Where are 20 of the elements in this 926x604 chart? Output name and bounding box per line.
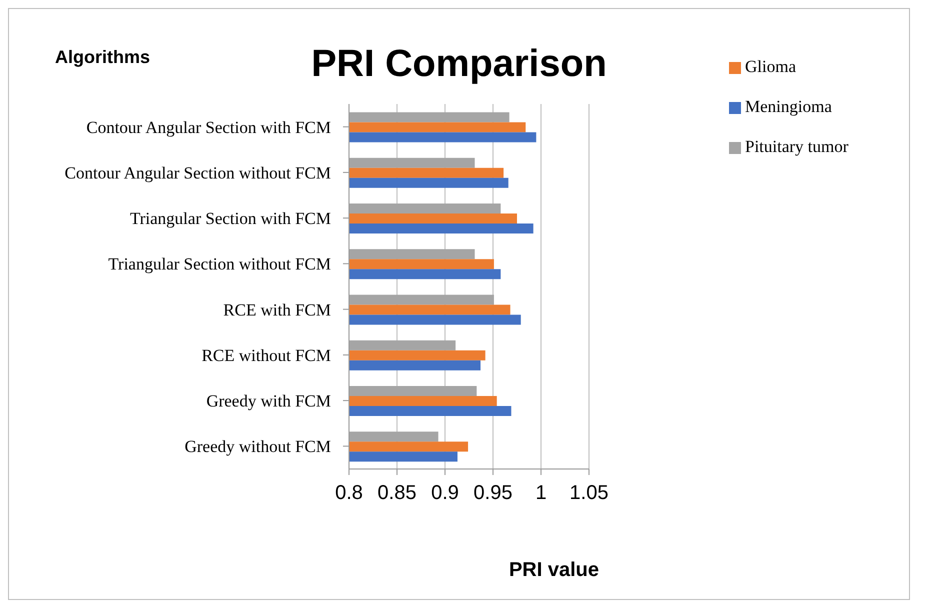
x-axis-title: PRI value xyxy=(508,559,600,582)
legend-label: Meningioma xyxy=(745,97,832,116)
x-tick-label: 1.05 xyxy=(570,482,608,504)
x-tick-label: 0.9 xyxy=(431,482,459,504)
x-tick-label: 0.85 xyxy=(378,482,416,504)
legend-label: Glioma xyxy=(745,57,796,76)
y-tick-label: Contour Angular Section without FCM xyxy=(64,163,331,182)
y-tick-label: Contour Angular Section with FCM xyxy=(86,118,331,137)
y-tick-label: Triangular Section with FCM xyxy=(130,209,331,228)
y-tick-label: RCE with FCM xyxy=(223,300,331,320)
y-tick-label: Greedy without FCM xyxy=(184,437,331,456)
chart-title: PRI Comparison xyxy=(311,43,607,85)
y-tick-label: Triangular Section without FCM xyxy=(108,254,331,274)
x-tick-label: 0.8 xyxy=(335,482,363,504)
y-tick-label: Greedy with FCM xyxy=(206,392,331,411)
x-tick-label: 0.95 xyxy=(474,482,512,504)
y-tick-label: RCE without FCM xyxy=(202,346,331,365)
y-axis-title: Algorithms xyxy=(55,47,150,68)
legend-label: Pituitary tumor xyxy=(745,137,848,156)
x-tick-label: 1 xyxy=(535,482,547,504)
